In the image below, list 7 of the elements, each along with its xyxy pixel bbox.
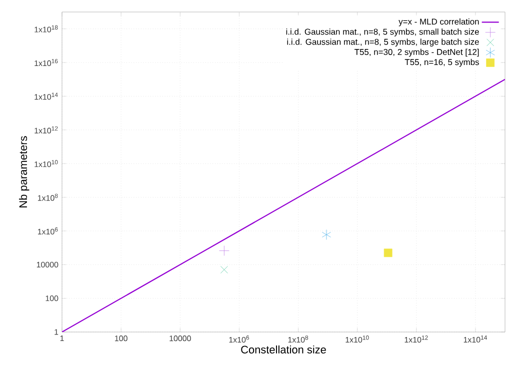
legend-label: i.i.d. Gaussian mat., n=8, 5 symbs, small batch size [286,28,479,36]
legend-label: i.i.d. Gaussian mat., n=8, 5 symbs, large batch size [287,38,479,47]
legend-label: T55, n=16, 5 symbs [404,58,479,67]
y-axis-title: Nb parameters [18,136,30,208]
legend-label: y=x - MLD correlation [398,18,479,26]
legend-label: T55, n=30, 2 symbs - DetNet [12] [354,48,479,57]
x-axis-title: Constellation size [241,345,326,354]
